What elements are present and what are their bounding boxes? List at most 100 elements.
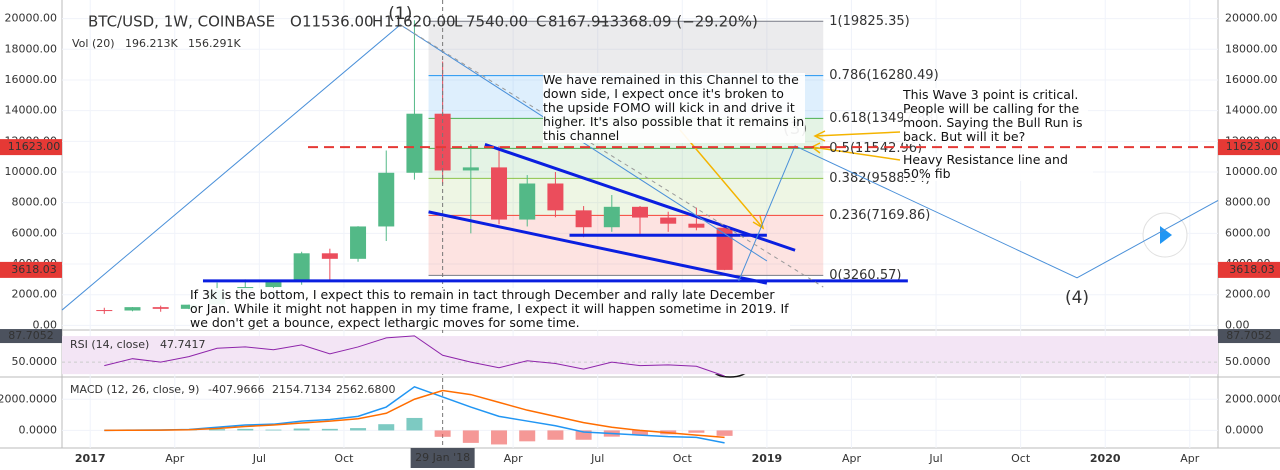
x-tick-label: Jul [590, 452, 604, 465]
candle-body [180, 304, 197, 309]
macd-tick-label: 0.0000 [1225, 423, 1264, 436]
fib-zone [428, 178, 824, 216]
ohlc-key: C [536, 13, 546, 31]
annotation: Heavy Resistance line and 50% fib [903, 153, 1093, 181]
candle-body [491, 167, 508, 220]
y-tick-label: 20000.00 [1225, 12, 1278, 25]
x-tick-label: Apr [842, 452, 862, 465]
volume-value: 196.213K [125, 37, 178, 50]
rsi-value: 47.7417 [160, 338, 206, 351]
macd-signal-value: 2562.6800 [336, 383, 396, 396]
trend-line [484, 142, 796, 252]
candle-body [350, 226, 367, 259]
y-tick-label: 16000.00 [1225, 73, 1278, 86]
macd-histogram-bar [378, 424, 395, 431]
macd-value: 2154.7134 [272, 383, 332, 396]
wave-label: (1) [388, 4, 412, 24]
volume-label: Vol (20) [72, 37, 115, 50]
fib-label: 0.786(16280.49) [829, 68, 938, 83]
macd-histogram-bar [519, 430, 536, 442]
rsi-tick-label: 50.0000 [12, 355, 58, 368]
candle-body [124, 307, 141, 311]
candle-body [716, 227, 733, 270]
macd-histogram-bar [462, 430, 479, 443]
rsi-tag [0, 329, 62, 344]
trend-line [428, 210, 768, 285]
y-tick-label: 6000.00 [12, 226, 58, 239]
macd-tick-label: 2000.0000 [0, 392, 57, 405]
y-tick-label: 10000.00 [1225, 165, 1278, 178]
volume-value: 156.291K [188, 37, 241, 50]
price-tag-label: 3618.03 [11, 263, 57, 276]
candle-body [152, 307, 169, 309]
x-tick-label: Apr [1180, 452, 1200, 465]
candle-body [519, 183, 536, 220]
macd-histogram-bar [293, 428, 310, 431]
arrow [813, 130, 901, 142]
macd-hist-value: -407.9666 [208, 383, 264, 396]
x-tick-label: 2020 [1090, 452, 1121, 465]
x-tick-label: Oct [1011, 452, 1031, 465]
price-tag [0, 261, 62, 278]
trend-line [738, 145, 1219, 282]
candle-body [575, 210, 592, 228]
y-tick-label: 8000.00 [1225, 196, 1271, 209]
rsi-band [62, 336, 1218, 375]
projection-dashed [400, 24, 824, 288]
candle-body [96, 310, 113, 312]
candle-body [321, 253, 338, 259]
x-tick-label: 2019 [752, 452, 783, 465]
crosshair-label: 29 Jan '18 [415, 451, 470, 464]
rsi-tag-label: 87.7052 [1226, 329, 1272, 342]
candle-body [603, 206, 620, 228]
y-tick-label: 10000.00 [5, 165, 58, 178]
rsi-tick-label: 50.0000 [1225, 355, 1271, 368]
ohlc-key: L [454, 13, 463, 31]
y-tick-label: 0.00 [33, 318, 58, 331]
macd-histogram-bar [350, 428, 367, 431]
macd-histogram-bar [265, 429, 282, 431]
y-tick-label: 18000.00 [5, 42, 58, 55]
crosshair-tag [410, 448, 475, 468]
change: −3368.09 (−29.20%) [597, 13, 758, 31]
fib-label: 0.236(7169.86) [829, 208, 930, 223]
macd-title: MACD (12, 26, close, 9) [70, 383, 199, 396]
macd-histogram-bar [406, 417, 423, 431]
candle-body [406, 113, 423, 173]
macd-tick-label: 2000.0000 [1225, 392, 1280, 405]
candle-body [547, 183, 564, 211]
ohlc-key: H [372, 13, 383, 31]
fib-label: 1(19825.35) [829, 14, 909, 29]
signal-line [104, 389, 725, 439]
wave-label: (4) [1065, 288, 1089, 308]
y-tick-label: 6000.00 [1225, 226, 1271, 239]
ohlc-key: O [290, 13, 302, 31]
rsi-tag-label: 87.7052 [8, 329, 54, 342]
price-tag-label: 11623.00 [1226, 140, 1279, 153]
macd-histogram-bar [321, 428, 338, 431]
candle-body [265, 281, 282, 288]
x-tick-label: Oct [334, 452, 354, 465]
ohlc-value: 11536.00 [302, 13, 374, 31]
ohlc-value: 8167.91 [548, 13, 610, 31]
rsi-line [104, 335, 725, 377]
y-tick-label: 16000.00 [5, 73, 58, 86]
price-tag-label: 11623.00 [8, 140, 61, 153]
annotation: We have remained in this Channel to the … [543, 72, 805, 143]
candle-body [462, 167, 479, 171]
y-tick-label: 20000.00 [5, 12, 58, 25]
price-tag [0, 139, 62, 156]
macd-histogram-bar [575, 430, 592, 440]
macd-histogram-bar [491, 430, 508, 445]
y-tick-label: 0.00 [1225, 318, 1250, 331]
annotation: If 3k is the bottom, I expect this to re… [190, 287, 790, 330]
macd-histogram-bar [237, 428, 254, 431]
candle-body [293, 253, 310, 282]
price-tag [1218, 139, 1280, 156]
x-tick-label: Apr [504, 452, 524, 465]
candle-body [378, 172, 395, 227]
y-tick-label: 18000.00 [1225, 42, 1278, 55]
chart-title: BTC/USD, 1W, COINBASE [88, 13, 275, 31]
y-tick-label: 14000.00 [5, 104, 58, 117]
